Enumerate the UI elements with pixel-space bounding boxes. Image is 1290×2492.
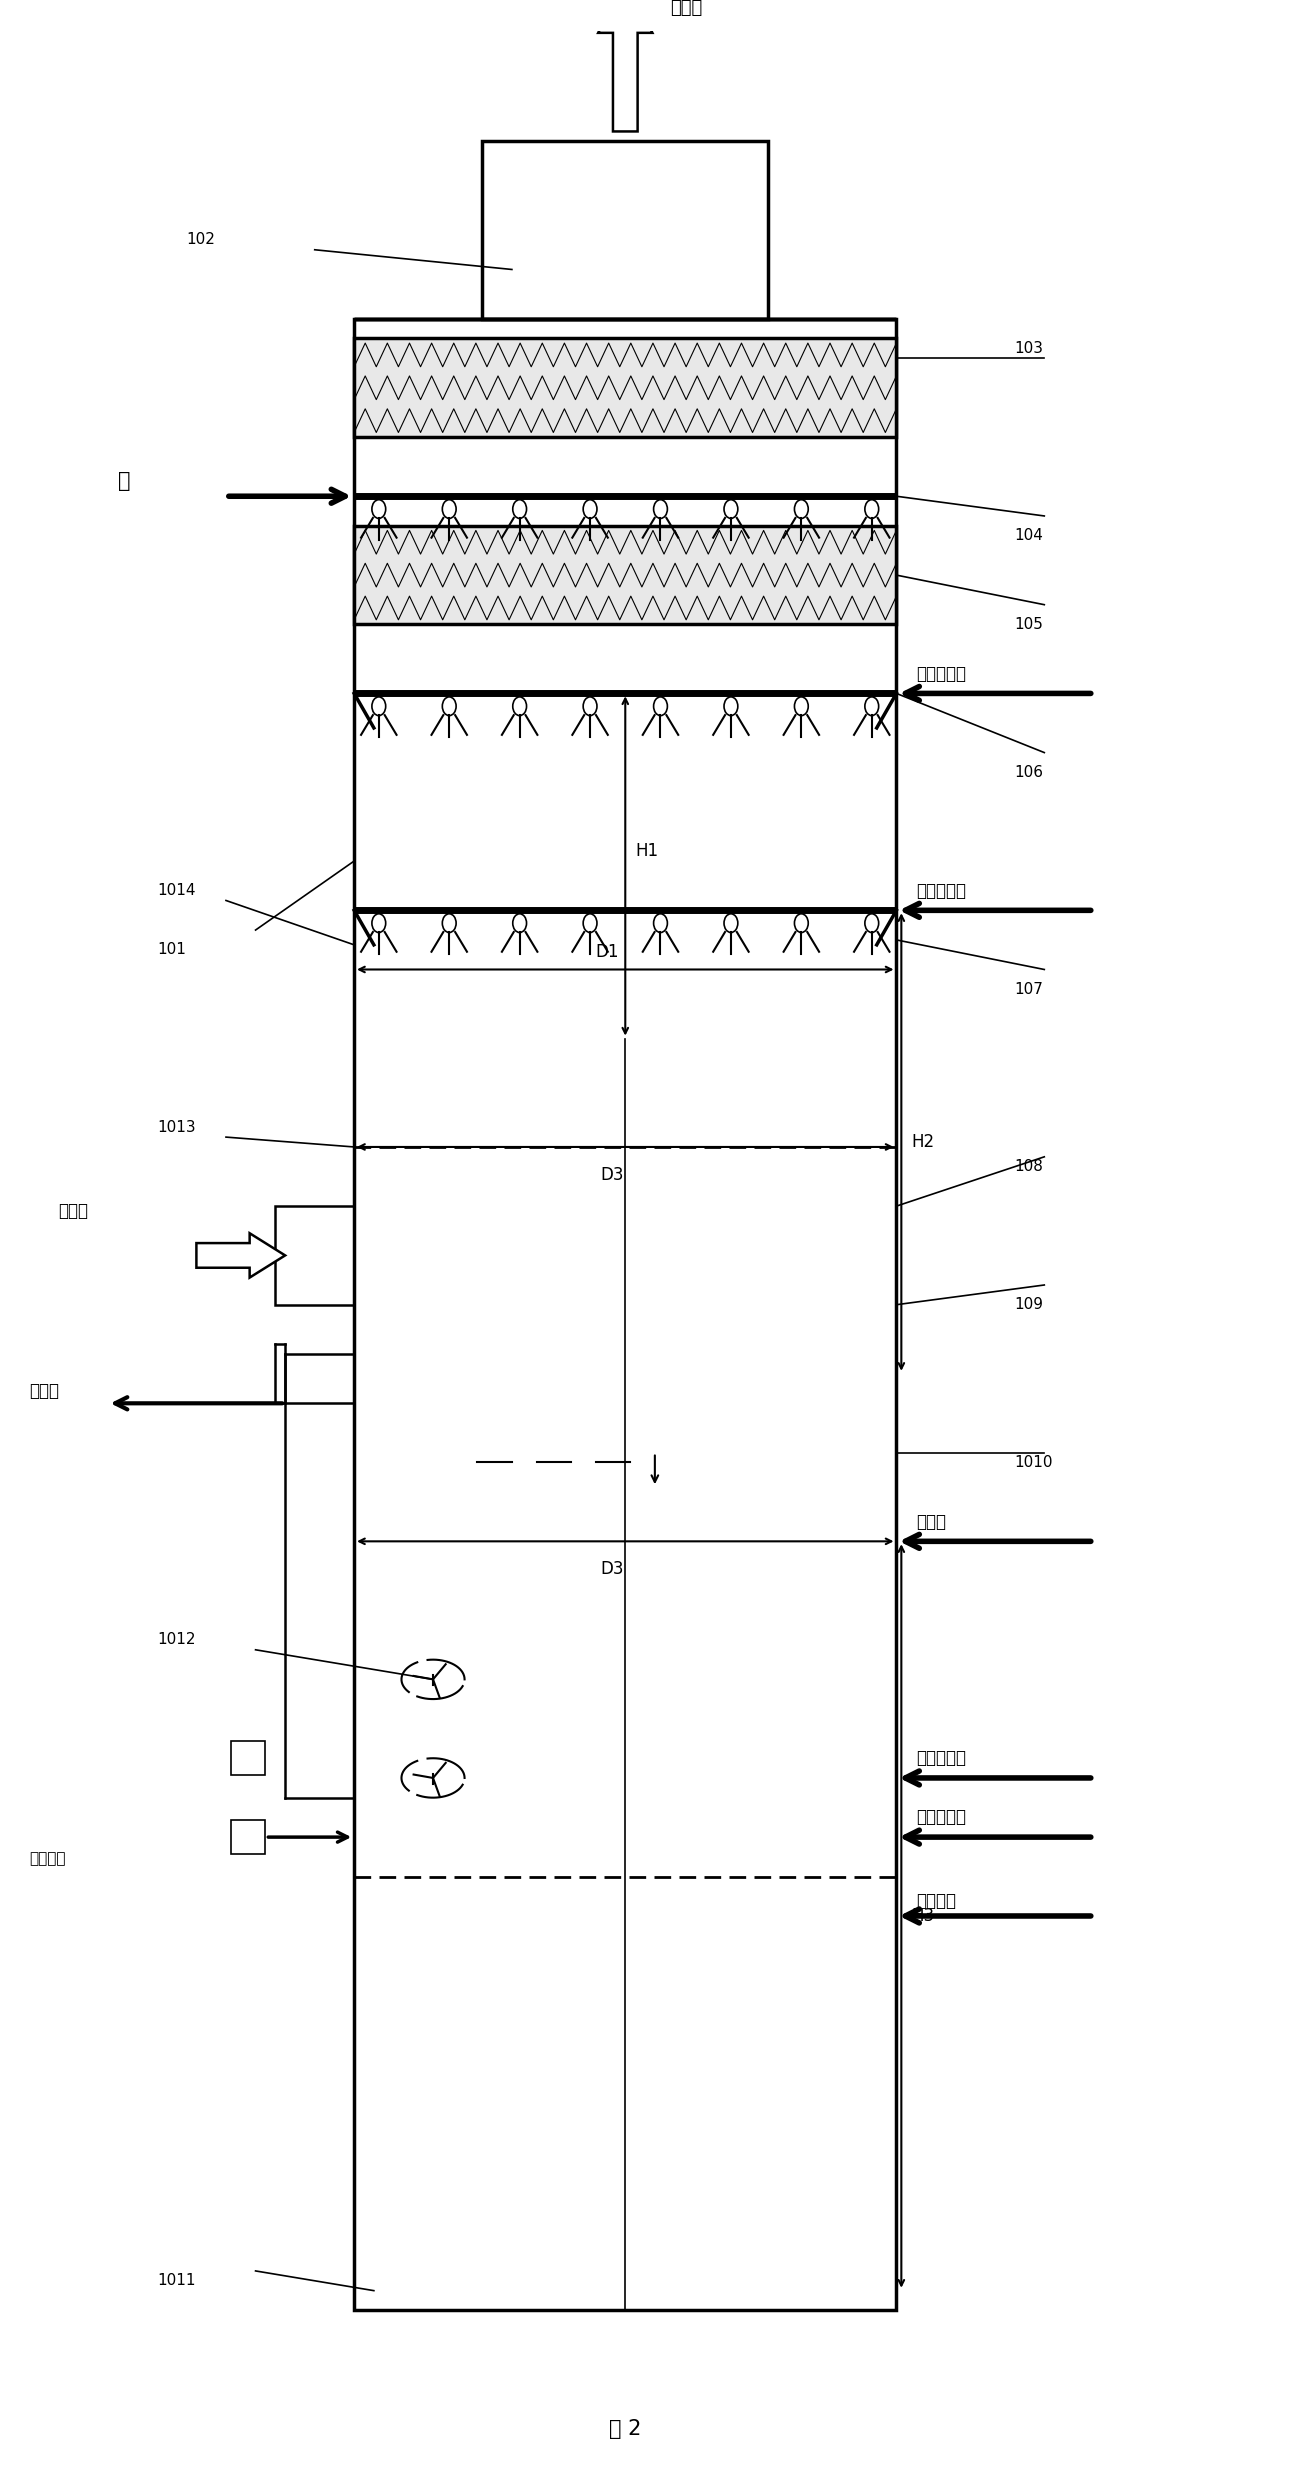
Text: 102: 102 bbox=[187, 232, 215, 247]
Text: 1011: 1011 bbox=[157, 2273, 196, 2288]
Bar bbox=[275, 1206, 355, 1306]
Polygon shape bbox=[599, 0, 653, 132]
Ellipse shape bbox=[442, 501, 457, 518]
Text: D3: D3 bbox=[601, 1560, 624, 1577]
Text: 脱氨吸收液: 脱氨吸收液 bbox=[916, 1809, 966, 1827]
Ellipse shape bbox=[442, 698, 457, 715]
Bar bbox=[231, 1819, 266, 1854]
Ellipse shape bbox=[372, 915, 386, 932]
Text: 图 2: 图 2 bbox=[609, 2420, 641, 2440]
Text: 104: 104 bbox=[1015, 528, 1044, 543]
Text: 106: 106 bbox=[1015, 765, 1044, 780]
Text: 脱氨吸收液: 脱氨吸收液 bbox=[916, 665, 966, 683]
Text: 108: 108 bbox=[1015, 1159, 1044, 1174]
Ellipse shape bbox=[654, 698, 667, 715]
Text: D3: D3 bbox=[601, 1166, 624, 1184]
Text: 1010: 1010 bbox=[1015, 1455, 1053, 1470]
Text: 1013: 1013 bbox=[157, 1119, 196, 1134]
Ellipse shape bbox=[583, 501, 597, 518]
Bar bbox=[355, 319, 897, 2310]
Ellipse shape bbox=[372, 698, 386, 715]
Text: 脱硫吸收液: 脱硫吸收液 bbox=[916, 1749, 966, 1767]
Text: 109: 109 bbox=[1015, 1298, 1044, 1313]
Text: 原烟气: 原烟气 bbox=[58, 1201, 89, 1221]
Text: 水: 水 bbox=[117, 471, 130, 491]
Text: 回流液: 回流液 bbox=[916, 1513, 946, 1530]
Ellipse shape bbox=[654, 501, 667, 518]
Ellipse shape bbox=[864, 915, 878, 932]
Ellipse shape bbox=[442, 915, 457, 932]
Text: H2: H2 bbox=[911, 1134, 934, 1151]
Ellipse shape bbox=[724, 915, 738, 932]
Bar bbox=[355, 339, 897, 436]
Ellipse shape bbox=[512, 501, 526, 518]
Ellipse shape bbox=[864, 698, 878, 715]
Text: 101: 101 bbox=[157, 942, 186, 957]
Text: 1012: 1012 bbox=[157, 1632, 196, 1647]
Text: 脱硫吸收液: 脱硫吸收液 bbox=[916, 882, 966, 900]
Text: 107: 107 bbox=[1015, 982, 1044, 997]
Text: D1: D1 bbox=[596, 942, 619, 962]
Text: H1: H1 bbox=[635, 842, 658, 860]
Text: 溢流液: 溢流液 bbox=[28, 1383, 59, 1401]
Polygon shape bbox=[196, 1234, 285, 1278]
Text: 105: 105 bbox=[1015, 618, 1044, 633]
Bar bbox=[355, 526, 897, 625]
Ellipse shape bbox=[654, 915, 667, 932]
Text: H3: H3 bbox=[911, 1906, 934, 1924]
Ellipse shape bbox=[583, 915, 597, 932]
Ellipse shape bbox=[512, 915, 526, 932]
Text: 氧化空气: 氧化空气 bbox=[28, 1852, 66, 1867]
Ellipse shape bbox=[583, 698, 597, 715]
Text: 103: 103 bbox=[1015, 341, 1044, 356]
Ellipse shape bbox=[372, 501, 386, 518]
Bar bbox=[482, 142, 769, 319]
Ellipse shape bbox=[724, 698, 738, 715]
Ellipse shape bbox=[795, 915, 809, 932]
Ellipse shape bbox=[795, 501, 809, 518]
Text: 1014: 1014 bbox=[157, 882, 196, 897]
Ellipse shape bbox=[724, 501, 738, 518]
Bar bbox=[231, 1742, 266, 1774]
Text: 硫铵浆液: 硫铵浆液 bbox=[916, 1891, 956, 1911]
Ellipse shape bbox=[512, 698, 526, 715]
Ellipse shape bbox=[795, 698, 809, 715]
Text: 净烟气: 净烟气 bbox=[670, 0, 702, 17]
Ellipse shape bbox=[864, 501, 878, 518]
